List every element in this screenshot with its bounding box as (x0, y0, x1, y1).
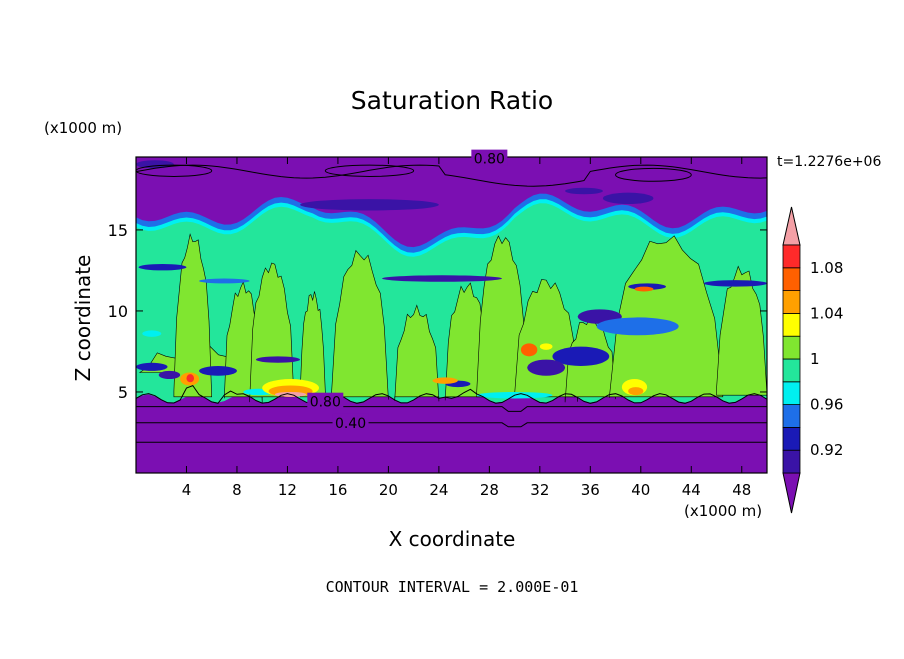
field-patch (199, 366, 237, 376)
contour-closed (615, 167, 692, 182)
time-label: t=1.2276e+06 (777, 154, 882, 170)
contour-closed (136, 164, 213, 177)
contour-closed (324, 164, 415, 177)
colorbar-label: 1 (810, 350, 820, 368)
dry-pocket (300, 199, 439, 211)
x-tick-label: 36 (581, 481, 600, 499)
x-tick-label: 44 (682, 481, 701, 499)
field-patch (136, 362, 168, 371)
field-patch (142, 330, 162, 337)
supersaturated-cell (634, 286, 654, 292)
colorbar-label: 0.96 (810, 396, 843, 414)
colorbar-segment (782, 290, 801, 314)
y-axis-ticks: 5 10 15 (108, 221, 767, 402)
field-patch (527, 359, 566, 376)
contour-base (136, 384, 767, 404)
field-patch (382, 275, 502, 282)
field-patch (255, 356, 301, 363)
field-patch (158, 370, 181, 380)
colorbar-label: 0.92 (810, 441, 843, 459)
dry-pocket (565, 187, 603, 195)
colorbar-label: 1.08 (810, 259, 843, 277)
field-patch (703, 280, 767, 287)
x-unit-label: (x1000 m) (684, 502, 763, 520)
colorbar-segment (782, 267, 801, 291)
contour-080-upper (136, 164, 767, 187)
supersaturated-cell (186, 374, 195, 383)
supersaturated-cell (628, 387, 644, 396)
contour-lines (136, 164, 767, 443)
field-patch (596, 317, 679, 336)
colorbar-segment (782, 426, 801, 451)
x-tick-label: 16 (328, 481, 347, 499)
chart-title: Saturation Ratio (350, 86, 554, 115)
cloud-tower (249, 262, 295, 403)
contour-label: 0.80 (474, 152, 505, 168)
contour-label-bg (471, 149, 508, 166)
saturation-field (136, 157, 767, 473)
colorbar-arrow-top (782, 206, 801, 246)
x-tick-label: 8 (232, 481, 242, 499)
x-tick-label: 48 (732, 481, 751, 499)
x-axis-label: X coordinate (388, 527, 516, 551)
contour-label: 0.40 (335, 416, 366, 432)
supersaturated-cell (539, 343, 553, 350)
field-patch (138, 263, 187, 271)
y-tick-label: 15 (108, 221, 128, 240)
y-axis-label: Z coordinate (71, 254, 95, 382)
x-tick-label: 32 (530, 481, 549, 499)
colorbar-segment (782, 312, 801, 337)
colorbar-label: 1.04 (810, 304, 843, 322)
x-tick-label: 12 (278, 481, 297, 499)
cloud-tower (609, 235, 724, 398)
z-unit-label: (x1000 m) (44, 119, 123, 137)
x-tick-label: 24 (429, 481, 448, 499)
supersaturated-cell (432, 377, 458, 384)
x-tick-label: 20 (379, 481, 398, 499)
cloud-tower (173, 233, 213, 398)
contour-label-bg (307, 392, 344, 409)
supersaturated-cell (520, 343, 538, 357)
dry-pocket (602, 192, 654, 204)
x-axis-ticks: 4 8 12 16 20 24 28 32 36 40 44 48 (182, 157, 751, 499)
colorbar-segment (782, 381, 801, 405)
x-tick-label: 4 (182, 481, 192, 499)
field-patch (552, 346, 610, 367)
x-tick-label: 28 (480, 481, 499, 499)
field-patch (199, 278, 250, 284)
x-tick-label: 40 (631, 481, 650, 499)
cloud-tower (716, 265, 767, 396)
y-tick-label: 5 (118, 383, 128, 402)
contour-label-bg (332, 413, 369, 430)
plot-frame (135, 156, 768, 474)
dry-pocket (136, 160, 174, 169)
contour-080-lower (136, 406, 767, 412)
colorbar-segment (782, 358, 801, 383)
contour-interval-note: CONTOUR INTERVAL = 2.000E-01 (325, 578, 579, 596)
colorbar-segment (782, 335, 801, 360)
contour-labels: 0.80 0.80 0.40 (307, 149, 508, 432)
colorbar-arrow-bottom (782, 472, 801, 514)
contour-label: 0.80 (310, 395, 341, 411)
colorbar-segment (782, 449, 801, 474)
contour-040 (136, 422, 767, 428)
colorbar-segment (782, 404, 801, 428)
colorbar: 1.08 1.04 1 0.96 0.92 (782, 206, 843, 514)
colorbar-segment (782, 244, 801, 269)
cloud-tower (299, 291, 326, 398)
y-tick-label: 10 (108, 302, 128, 321)
cloud-tower (394, 304, 440, 402)
cloud-tower (331, 249, 389, 400)
